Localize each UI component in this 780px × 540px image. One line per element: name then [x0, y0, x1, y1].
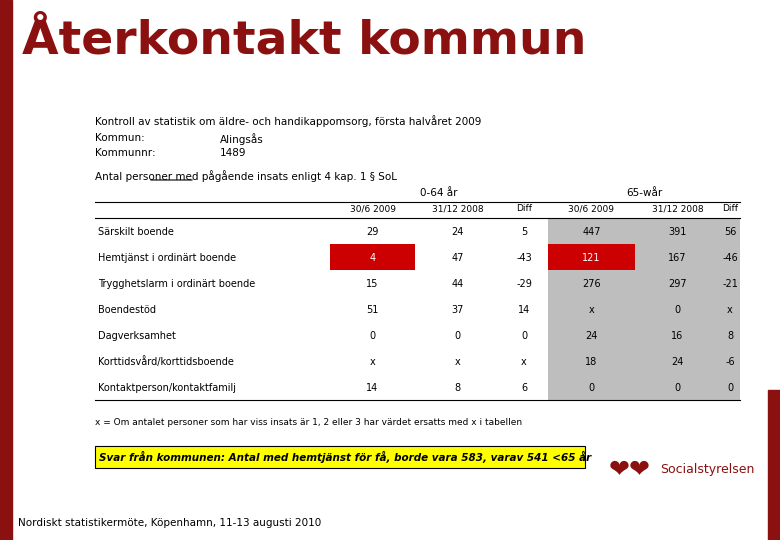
- Text: 30/6 2009: 30/6 2009: [569, 204, 615, 213]
- Text: Återkontakt kommun: Återkontakt kommun: [22, 18, 587, 63]
- Text: 29: 29: [367, 227, 378, 237]
- Text: ❤❤: ❤❤: [609, 458, 651, 482]
- Text: 15: 15: [367, 279, 378, 289]
- Text: 31/12 2008: 31/12 2008: [651, 204, 704, 213]
- Text: 276: 276: [582, 279, 601, 289]
- Text: Nordiskt statistikermöte, Köpenhamn, 11-13 augusti 2010: Nordiskt statistikermöte, Köpenhamn, 11-…: [18, 518, 321, 528]
- Text: 47: 47: [452, 253, 463, 263]
- Text: Socialstyrelsen: Socialstyrelsen: [660, 463, 754, 476]
- Text: Kommun:: Kommun:: [95, 133, 145, 143]
- Text: 65-wår: 65-wår: [626, 188, 662, 198]
- Text: Trygghetslarm i ordinärt boende: Trygghetslarm i ordinärt boende: [98, 279, 255, 289]
- Text: 14: 14: [367, 383, 378, 393]
- Text: -43: -43: [516, 253, 532, 263]
- Text: x: x: [589, 305, 594, 315]
- Text: -29: -29: [516, 279, 532, 289]
- Text: 8: 8: [455, 383, 460, 393]
- Text: -21: -21: [722, 279, 738, 289]
- Text: 1489: 1489: [220, 148, 246, 158]
- Text: Antal personer med pågående insats enligt 4 kap. 1 § SoL: Antal personer med pågående insats enlig…: [95, 170, 397, 182]
- Text: 0: 0: [588, 383, 594, 393]
- Text: 24: 24: [585, 331, 597, 341]
- Text: Diff: Diff: [516, 204, 532, 213]
- Bar: [330, 244, 415, 270]
- Bar: [548, 244, 635, 270]
- Text: Kontroll av statistik om äldre- och handikappomsorg, första halvåret 2009: Kontroll av statistik om äldre- och hand…: [95, 115, 481, 127]
- Text: 447: 447: [582, 227, 601, 237]
- Text: x = Om antalet personer som har viss insats är 1, 2 eller 3 har värdet ersatts m: x = Om antalet personer som har viss ins…: [95, 418, 522, 427]
- Bar: [548, 218, 740, 400]
- Text: 18: 18: [585, 357, 597, 367]
- Text: -6: -6: [725, 357, 735, 367]
- Text: Kontaktperson/kontaktfamilj: Kontaktperson/kontaktfamilj: [98, 383, 236, 393]
- Text: Kommunnr:: Kommunnr:: [95, 148, 156, 158]
- Bar: [768, 390, 780, 540]
- Text: 31/12 2008: 31/12 2008: [431, 204, 484, 213]
- Text: Dagverksamhet: Dagverksamhet: [98, 331, 176, 341]
- Text: 24: 24: [672, 357, 684, 367]
- Text: Svar från kommunen: Antal med hemtjänst för få, borde vara 583, varav 541 <65 år: Svar från kommunen: Antal med hemtjänst …: [99, 451, 591, 463]
- Text: x: x: [455, 357, 460, 367]
- Text: 8: 8: [727, 331, 733, 341]
- Text: 24: 24: [452, 227, 463, 237]
- Text: 5: 5: [521, 227, 527, 237]
- Text: 297: 297: [668, 279, 687, 289]
- Text: 391: 391: [668, 227, 686, 237]
- Text: 56: 56: [724, 227, 736, 237]
- Text: Korttidsvård/korttidsboende: Korttidsvård/korttidsboende: [98, 356, 234, 367]
- Bar: [0, 0, 12, 540]
- Text: x: x: [521, 357, 527, 367]
- Text: 51: 51: [367, 305, 378, 315]
- Text: x: x: [727, 305, 733, 315]
- Text: 0: 0: [675, 305, 681, 315]
- Text: Boendestöd: Boendestöd: [98, 305, 156, 315]
- Text: Alingsås: Alingsås: [220, 133, 264, 145]
- Text: 167: 167: [668, 253, 686, 263]
- Text: 0-64 år: 0-64 år: [420, 188, 458, 198]
- Text: 6: 6: [521, 383, 527, 393]
- Text: 30/6 2009: 30/6 2009: [349, 204, 395, 213]
- Text: Diff: Diff: [722, 204, 738, 213]
- Text: 0: 0: [370, 331, 375, 341]
- Text: -46: -46: [722, 253, 738, 263]
- Text: 121: 121: [582, 253, 601, 263]
- Text: x: x: [370, 357, 375, 367]
- Text: 0: 0: [455, 331, 460, 341]
- Text: 0: 0: [521, 331, 527, 341]
- Text: Särskilt boende: Särskilt boende: [98, 227, 174, 237]
- Text: 0: 0: [727, 383, 733, 393]
- Text: 4: 4: [370, 253, 375, 263]
- Text: 16: 16: [672, 331, 683, 341]
- Text: 37: 37: [452, 305, 463, 315]
- Text: Hemtjänst i ordinärt boende: Hemtjänst i ordinärt boende: [98, 253, 236, 263]
- Text: 0: 0: [675, 383, 681, 393]
- Text: 14: 14: [518, 305, 530, 315]
- Bar: [95, 446, 585, 468]
- Text: 44: 44: [452, 279, 463, 289]
